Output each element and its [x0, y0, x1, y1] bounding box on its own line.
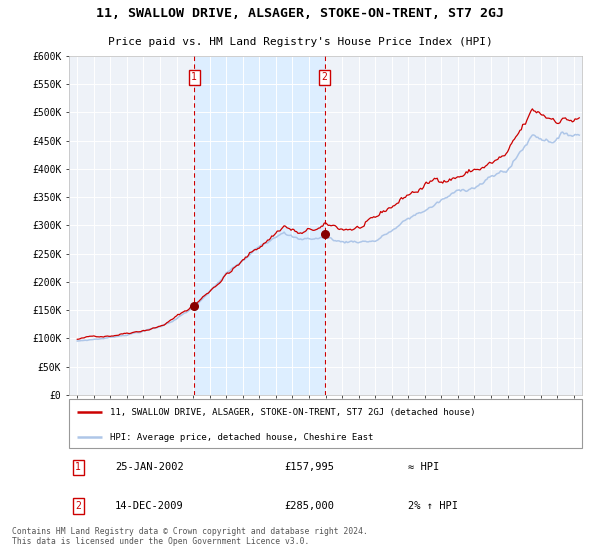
FancyBboxPatch shape	[69, 399, 582, 448]
Text: 25-JAN-2002: 25-JAN-2002	[115, 463, 184, 473]
Text: 2: 2	[75, 501, 81, 511]
Text: HPI: Average price, detached house, Cheshire East: HPI: Average price, detached house, Ches…	[110, 433, 373, 442]
Bar	[194, 56, 325, 395]
Text: 11, SWALLOW DRIVE, ALSAGER, STOKE-ON-TRENT, ST7 2GJ (detached house): 11, SWALLOW DRIVE, ALSAGER, STOKE-ON-TRE…	[110, 408, 476, 417]
Text: Contains HM Land Registry data © Crown copyright and database right 2024.
This d: Contains HM Land Registry data © Crown c…	[12, 526, 368, 546]
Text: 11, SWALLOW DRIVE, ALSAGER, STOKE-ON-TRENT, ST7 2GJ: 11, SWALLOW DRIVE, ALSAGER, STOKE-ON-TRE…	[96, 7, 504, 20]
Text: £285,000: £285,000	[284, 501, 334, 511]
Text: Price paid vs. HM Land Registry's House Price Index (HPI): Price paid vs. HM Land Registry's House …	[107, 37, 493, 47]
Text: 1: 1	[75, 463, 81, 473]
Text: 2% ↑ HPI: 2% ↑ HPI	[407, 501, 458, 511]
Text: 1: 1	[191, 72, 197, 82]
Text: ≈ HPI: ≈ HPI	[407, 463, 439, 473]
Text: 2: 2	[322, 72, 328, 82]
Text: 14-DEC-2009: 14-DEC-2009	[115, 501, 184, 511]
Text: £157,995: £157,995	[284, 463, 334, 473]
